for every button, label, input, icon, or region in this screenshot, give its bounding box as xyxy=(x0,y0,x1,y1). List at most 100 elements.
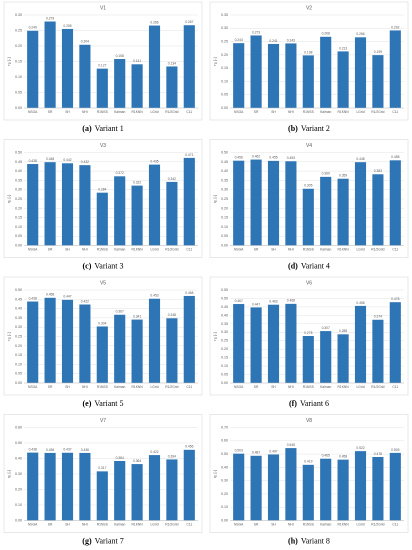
bar xyxy=(302,464,314,521)
x-tick-label: Kalman xyxy=(320,522,331,526)
bar xyxy=(337,178,349,246)
y-tick-label: 0.10 xyxy=(221,364,228,368)
bar xyxy=(372,456,384,521)
x-tick-label: C11 xyxy=(392,385,398,389)
bar xyxy=(114,314,126,383)
x-tick-label: R1/2Grid xyxy=(165,522,178,526)
x-tick-label: NSGA xyxy=(28,522,38,526)
x-tick-label: Kalman xyxy=(320,110,331,114)
data-label: 0.436 xyxy=(81,448,89,452)
x-tick-label: SR xyxy=(254,385,259,389)
bar xyxy=(354,451,367,521)
bar xyxy=(27,301,39,383)
data-label: 0.422 xyxy=(81,299,89,303)
caption: (f) Variant 6 xyxy=(289,399,329,408)
x-tick-label: NHI xyxy=(288,385,294,389)
bar xyxy=(250,307,262,383)
y-tick-label: 0.30 xyxy=(15,325,22,329)
bar xyxy=(250,455,262,521)
caption: (e) Variant 5 xyxy=(83,399,124,408)
y-tick-label: 0.30 xyxy=(15,188,22,192)
bar xyxy=(183,295,195,383)
x-tick-label: Kalman xyxy=(114,247,125,251)
x-tick-label: NSGA xyxy=(28,110,38,114)
x-tick-label: LGrid xyxy=(150,110,158,114)
data-label: 0.509 xyxy=(391,448,399,452)
data-label: 0.448 xyxy=(356,157,364,161)
bar xyxy=(44,162,56,246)
y-tick-label: 0.60 xyxy=(15,425,22,429)
data-label: 0.213 xyxy=(339,46,347,50)
y-tick-label: 0.05 xyxy=(15,372,22,376)
x-tick-label: LGrid xyxy=(356,110,364,114)
x-tick-label: NSGA xyxy=(234,522,244,526)
data-label: 0.462 xyxy=(252,154,260,158)
data-label: 0.448 xyxy=(46,157,54,161)
data-label: 0.266 xyxy=(150,20,158,24)
x-tick-label: Kalman xyxy=(114,522,125,526)
bar xyxy=(389,30,401,108)
data-label: 0.255 xyxy=(63,24,71,28)
y-axis-label: η₁ [-] xyxy=(6,332,11,340)
bar xyxy=(354,305,367,383)
x-tick-label: C11 xyxy=(186,110,192,114)
bar xyxy=(166,459,178,521)
bar xyxy=(148,164,161,246)
bar xyxy=(302,188,314,246)
x-tick-label: R1KNN xyxy=(338,385,350,389)
y-tick-label: 0.05 xyxy=(221,234,228,238)
chart-title: V1 xyxy=(100,5,106,11)
bar xyxy=(27,164,39,246)
chart-panel: V1 η₁ [-] 0.00 0.05 0.10 0.15 0.20 0.25 0.30 0.24… xyxy=(3,1,203,133)
data-label: 0.456 xyxy=(356,301,364,305)
x-tick-label: C11 xyxy=(392,247,398,251)
x-tick-label: LGrid xyxy=(150,385,158,389)
x-tick-label: NHI xyxy=(82,110,88,114)
bar xyxy=(79,165,91,246)
bar xyxy=(354,37,367,108)
y-tick-label: 0.25 xyxy=(221,197,228,201)
bar xyxy=(131,319,143,383)
caption-label: (c) xyxy=(83,261,92,270)
data-label: 0.304 xyxy=(98,321,106,325)
bar xyxy=(372,319,384,383)
bar xyxy=(372,174,384,246)
y-tick-label: 0.30 xyxy=(15,472,22,476)
y-tick-label: 0.15 xyxy=(15,216,22,220)
bar xyxy=(267,160,280,246)
data-label: 0.468 xyxy=(185,291,193,295)
y-axis-label: η₁ [-] xyxy=(212,195,217,203)
bar xyxy=(27,30,39,109)
x-tick-label: SH xyxy=(65,385,70,389)
data-label: 0.367 xyxy=(116,310,124,314)
y-tick-label: 0.15 xyxy=(221,66,228,70)
data-label: 0.383 xyxy=(374,169,382,173)
x-tick-label: R1KNN xyxy=(338,522,350,526)
bar xyxy=(61,299,74,383)
data-label: 0.467 xyxy=(235,299,243,303)
x-tick-label: Kalman xyxy=(114,110,125,114)
y-tick-label: 0.00 xyxy=(15,381,22,385)
bar xyxy=(79,44,91,108)
y-tick-label: 0.20 xyxy=(221,53,228,57)
y-axis-label: η₁ [-] xyxy=(212,332,217,340)
bar xyxy=(96,192,108,246)
y-axis-label: η₁ [-] xyxy=(212,57,217,65)
y-axis-label: η₁ [-] xyxy=(6,470,11,478)
y-tick-label: 0.50 xyxy=(15,441,22,445)
chart-panel: V5 η₁ [-] 0.00 0.05 0.10 0.15 0.20 0.25 0.30 0.35… xyxy=(3,276,203,408)
chart-title: V5 xyxy=(100,280,106,286)
y-tick-label: 0.60 xyxy=(221,439,228,443)
data-label: 0.453 xyxy=(150,294,158,298)
bar xyxy=(389,160,401,246)
x-tick-label: SR xyxy=(254,110,259,114)
bar xyxy=(183,157,195,246)
y-tick-label: 0.25 xyxy=(221,40,228,44)
data-label: 0.243 xyxy=(287,38,295,42)
chart-panel: V3 η₁ [-] 0.00 0.05 0.10 0.15 0.20 0.25 0.30 0.35… xyxy=(3,139,203,270)
y-tick-label: 0.00 xyxy=(221,106,228,110)
bar xyxy=(96,471,108,521)
caption-text: Variant 1 xyxy=(95,124,124,133)
x-tick-label: R1KNN xyxy=(338,110,350,114)
y-tick-label: 0.35 xyxy=(15,316,22,320)
